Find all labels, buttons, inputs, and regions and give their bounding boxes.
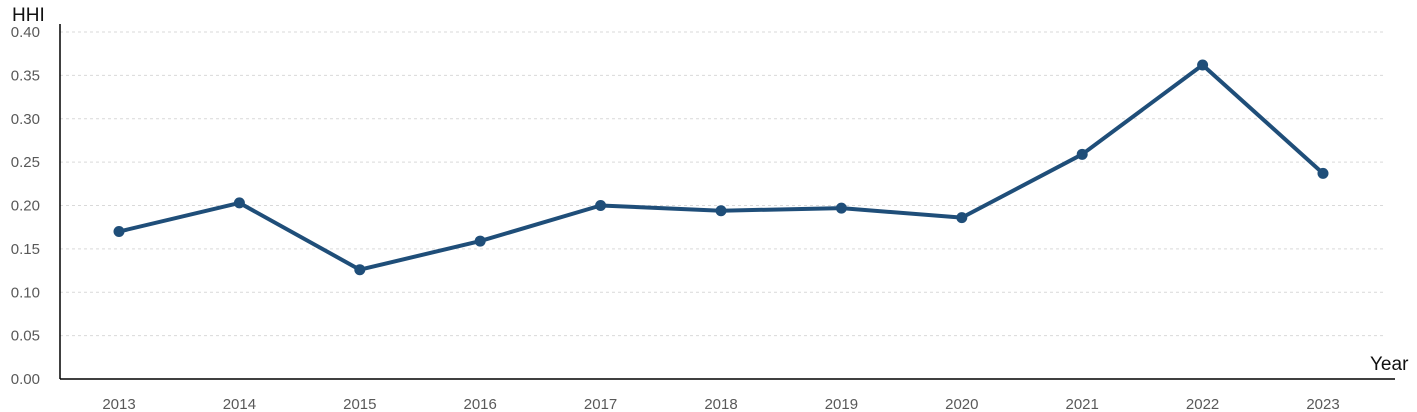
x-tick-label: 2020 [945, 396, 978, 412]
data-point [233, 197, 245, 209]
y-tick-label: 0.20 [11, 198, 40, 215]
data-point [1317, 167, 1329, 179]
x-tick-label: 2013 [102, 396, 135, 412]
axes [59, 24, 1395, 380]
x-tick-labels: 2013 2014 2015 2016 2017 2018 2019 2020 2021 2022… [102, 396, 1339, 412]
data-point [835, 202, 847, 214]
y-tick-label: 0.40 [11, 24, 40, 41]
series-line [117, 62, 1325, 272]
data-point [1076, 148, 1088, 160]
data-point [113, 226, 125, 238]
data-point [354, 264, 366, 276]
y-tick-label: 0.10 [11, 284, 40, 301]
y-tick-label: 0.30 [11, 111, 40, 128]
x-axis-title: Year [1370, 354, 1409, 375]
y-tick-label: 0.35 [11, 67, 40, 84]
data-point [595, 200, 607, 211]
y-tick-label: 0.15 [11, 241, 40, 258]
x-tick-label: 2019 [825, 396, 858, 412]
y-tick-labels: 0.00 0.05 0.10 0.15 0.20 0.25 0.30 0.35 0.40 [11, 24, 40, 388]
y-tick-label: 0.25 [11, 154, 40, 171]
x-tick-label: 2023 [1306, 396, 1339, 412]
x-tick-label: 2022 [1186, 396, 1219, 412]
y-tick-label: 0.05 [11, 328, 40, 345]
x-tick-label: 2018 [704, 396, 737, 412]
y-tick-label: 0.00 [11, 371, 40, 388]
data-series [113, 59, 1329, 276]
x-tick-label: 2021 [1066, 396, 1099, 412]
x-tick-label: 2017 [584, 396, 617, 412]
data-point [956, 212, 968, 224]
x-tick-label: 2014 [223, 396, 256, 412]
data-point [474, 235, 486, 247]
y-axis-title: HHI [12, 5, 45, 26]
data-point [715, 205, 727, 217]
data-point [1197, 59, 1209, 71]
x-tick-label: 2016 [464, 396, 497, 412]
x-tick-label: 2015 [343, 396, 376, 412]
